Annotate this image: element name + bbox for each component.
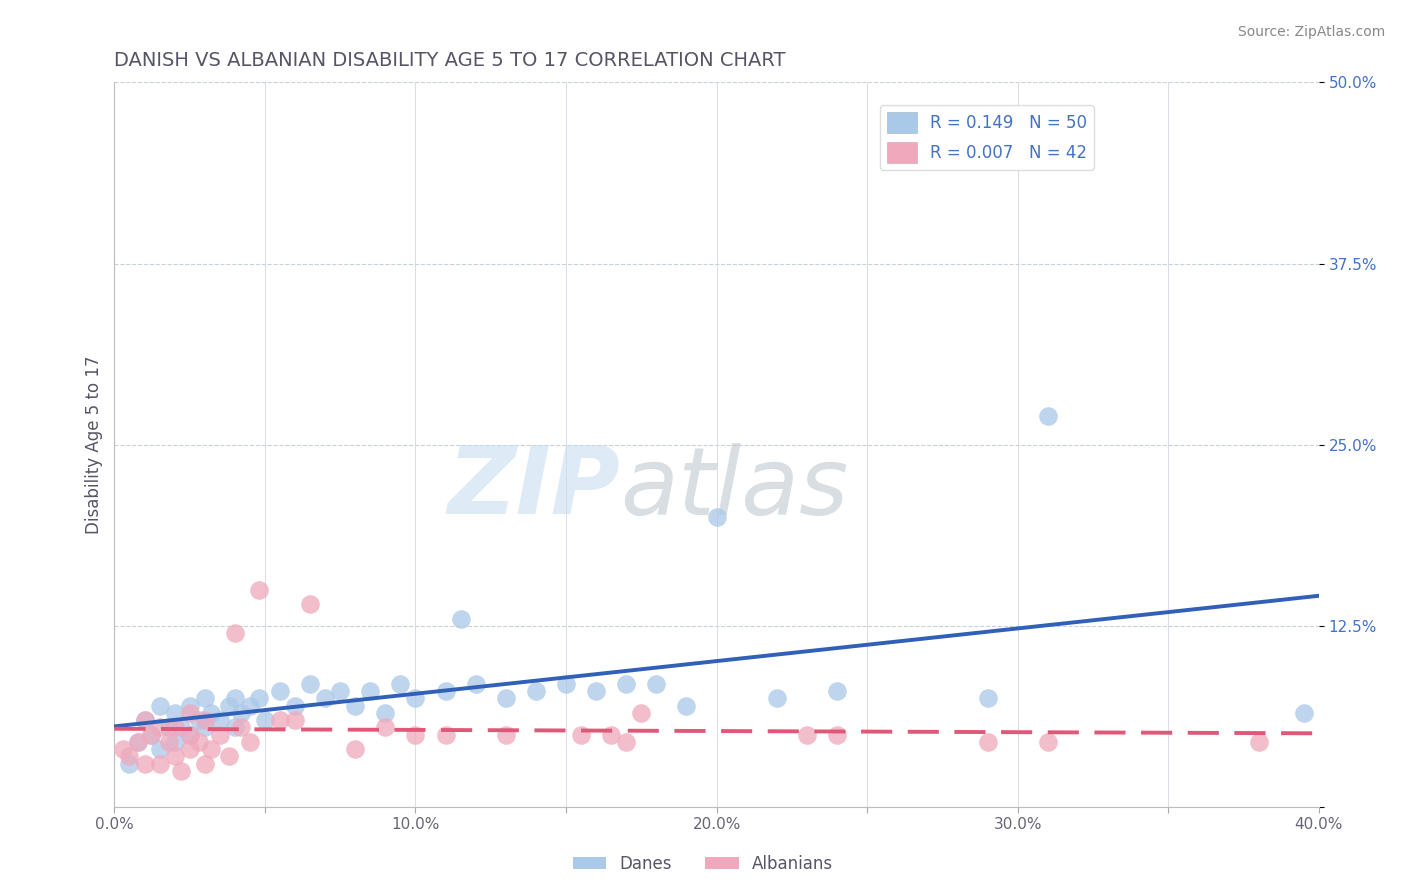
Point — [765, 691, 787, 706]
Point — [163, 749, 186, 764]
Point — [495, 691, 517, 706]
Point — [169, 764, 191, 778]
Point — [224, 691, 246, 706]
Point — [247, 582, 270, 597]
Point — [247, 691, 270, 706]
Point — [208, 727, 231, 741]
Point — [187, 713, 209, 727]
Point — [179, 706, 201, 720]
Point — [314, 691, 336, 706]
Point — [224, 626, 246, 640]
Point — [614, 735, 637, 749]
Point — [187, 735, 209, 749]
Point — [163, 706, 186, 720]
Point — [434, 727, 457, 741]
Point — [1036, 409, 1059, 423]
Point — [134, 756, 156, 771]
Point — [299, 677, 322, 691]
Point — [706, 510, 728, 524]
Point — [329, 684, 352, 698]
Point — [194, 756, 217, 771]
Point — [600, 727, 623, 741]
Point — [675, 698, 697, 713]
Point — [194, 691, 217, 706]
Point — [269, 684, 291, 698]
Point — [200, 706, 222, 720]
Point — [218, 749, 240, 764]
Point — [269, 713, 291, 727]
Point — [464, 677, 486, 691]
Point — [555, 677, 578, 691]
Point — [374, 720, 396, 734]
Point — [344, 742, 367, 756]
Point — [157, 735, 180, 749]
Point — [796, 727, 818, 741]
Point — [434, 684, 457, 698]
Point — [128, 735, 150, 749]
Point — [139, 727, 162, 741]
Point — [825, 727, 848, 741]
Point — [359, 684, 381, 698]
Point — [585, 684, 607, 698]
Text: ZIP: ZIP — [447, 442, 620, 534]
Point — [284, 698, 307, 713]
Point — [976, 735, 998, 749]
Point — [148, 756, 170, 771]
Point — [218, 698, 240, 713]
Point — [179, 727, 201, 741]
Point — [374, 706, 396, 720]
Point — [253, 713, 276, 727]
Point — [495, 727, 517, 741]
Point — [645, 677, 668, 691]
Point — [389, 677, 412, 691]
Point — [614, 677, 637, 691]
Point — [179, 742, 201, 756]
Legend: R = 0.149   N = 50, R = 0.007   N = 42: R = 0.149 N = 50, R = 0.007 N = 42 — [880, 105, 1094, 169]
Point — [405, 691, 427, 706]
Point — [163, 720, 186, 734]
Point — [299, 597, 322, 611]
Point — [157, 720, 180, 734]
Point — [239, 698, 262, 713]
Point — [148, 720, 170, 734]
Point — [118, 756, 141, 771]
Point — [208, 713, 231, 727]
Point — [134, 713, 156, 727]
Point — [405, 727, 427, 741]
Point — [825, 684, 848, 698]
Point — [118, 749, 141, 764]
Point — [450, 611, 472, 625]
Point — [224, 720, 246, 734]
Point — [976, 691, 998, 706]
Y-axis label: Disability Age 5 to 17: Disability Age 5 to 17 — [86, 355, 103, 534]
Text: atlas: atlas — [620, 442, 848, 533]
Point — [179, 698, 201, 713]
Point — [148, 698, 170, 713]
Point — [169, 720, 191, 734]
Point — [148, 742, 170, 756]
Point — [139, 727, 162, 741]
Legend: Danes, Albanians: Danes, Albanians — [567, 848, 839, 880]
Point — [344, 698, 367, 713]
Point — [112, 742, 135, 756]
Point — [569, 727, 592, 741]
Point — [239, 735, 262, 749]
Point — [179, 727, 201, 741]
Point — [524, 684, 547, 698]
Point — [194, 720, 217, 734]
Point — [1292, 706, 1315, 720]
Point — [200, 742, 222, 756]
Point — [1247, 735, 1270, 749]
Point — [229, 720, 252, 734]
Point — [163, 735, 186, 749]
Point — [284, 713, 307, 727]
Point — [229, 706, 252, 720]
Point — [128, 735, 150, 749]
Point — [1036, 735, 1059, 749]
Point — [630, 706, 652, 720]
Point — [194, 713, 217, 727]
Text: DANISH VS ALBANIAN DISABILITY AGE 5 TO 17 CORRELATION CHART: DANISH VS ALBANIAN DISABILITY AGE 5 TO 1… — [114, 51, 786, 70]
Point — [134, 713, 156, 727]
Text: Source: ZipAtlas.com: Source: ZipAtlas.com — [1237, 25, 1385, 39]
